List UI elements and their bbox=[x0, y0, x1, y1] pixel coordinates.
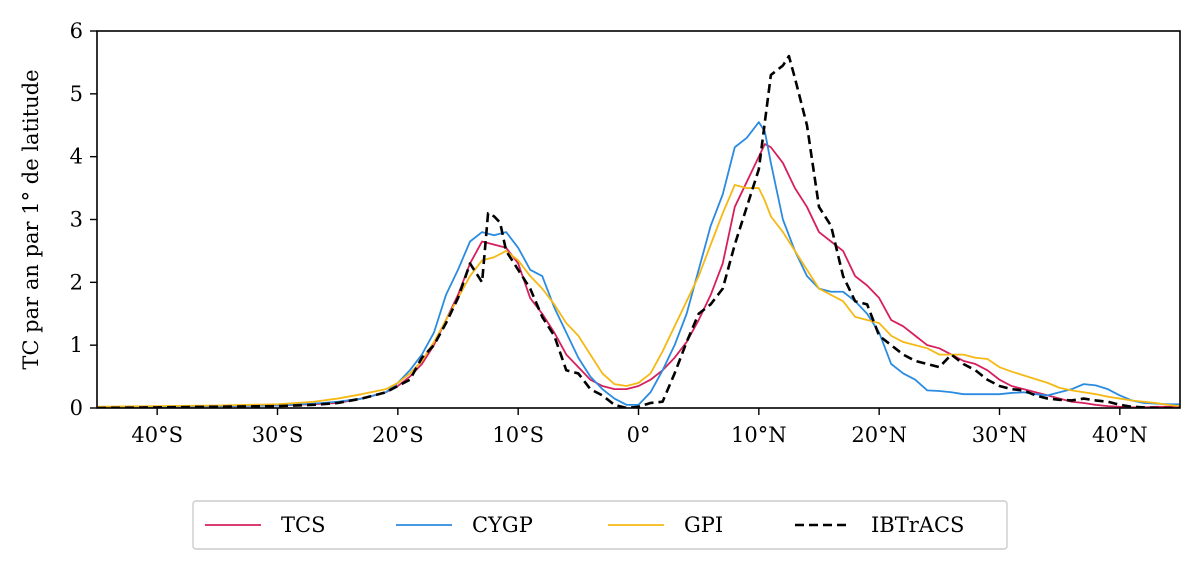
legend-label-tcs: TCS bbox=[281, 513, 325, 537]
y-tick-label: 6 bbox=[70, 19, 83, 43]
legend-label-ibtracs: IBTrACS bbox=[871, 513, 964, 537]
x-tick-label: 10°S bbox=[492, 423, 544, 447]
x-tick-label: 0° bbox=[627, 423, 651, 447]
x-tick-label: 40°N bbox=[1092, 423, 1148, 447]
x-tick-label: 20°N bbox=[851, 423, 907, 447]
legend-label-cygp: CYGP bbox=[472, 513, 533, 537]
legend-box bbox=[192, 500, 1008, 550]
x-axis: 40°S 30°S 20°S 10°S 0° 10°N 20°N 30°N 40°N bbox=[131, 408, 1148, 447]
x-tick-label: 20°S bbox=[372, 423, 424, 447]
series-line-ibtracs bbox=[97, 54, 1180, 408]
legend-label-gpi: GPI bbox=[684, 513, 723, 537]
axes-frame bbox=[96, 30, 1181, 409]
y-tick-label: 1 bbox=[70, 333, 83, 357]
y-tick-label: 2 bbox=[70, 270, 83, 294]
x-tick-label: 30°N bbox=[972, 423, 1028, 447]
y-tick-label: 5 bbox=[70, 82, 83, 106]
series-line-gpi bbox=[97, 184, 1180, 408]
series-layer bbox=[97, 54, 1180, 408]
series-line-cygp bbox=[97, 121, 1180, 408]
legend: TCS CYGP GPI IBTrACS bbox=[192, 500, 1008, 550]
y-axis: 0 1 2 3 4 5 6 bbox=[70, 19, 97, 420]
x-tick-label: 40°S bbox=[131, 423, 183, 447]
x-tick-label: 30°S bbox=[252, 423, 304, 447]
y-tick-label: 3 bbox=[70, 208, 83, 232]
series-line-tcs bbox=[97, 143, 1180, 408]
x-tick-label: 10°N bbox=[731, 423, 787, 447]
y-axis-label: TC par an par 1° de latitude bbox=[19, 69, 43, 369]
y-tick-label: 0 bbox=[70, 396, 83, 420]
y-tick-label: 4 bbox=[70, 145, 83, 169]
